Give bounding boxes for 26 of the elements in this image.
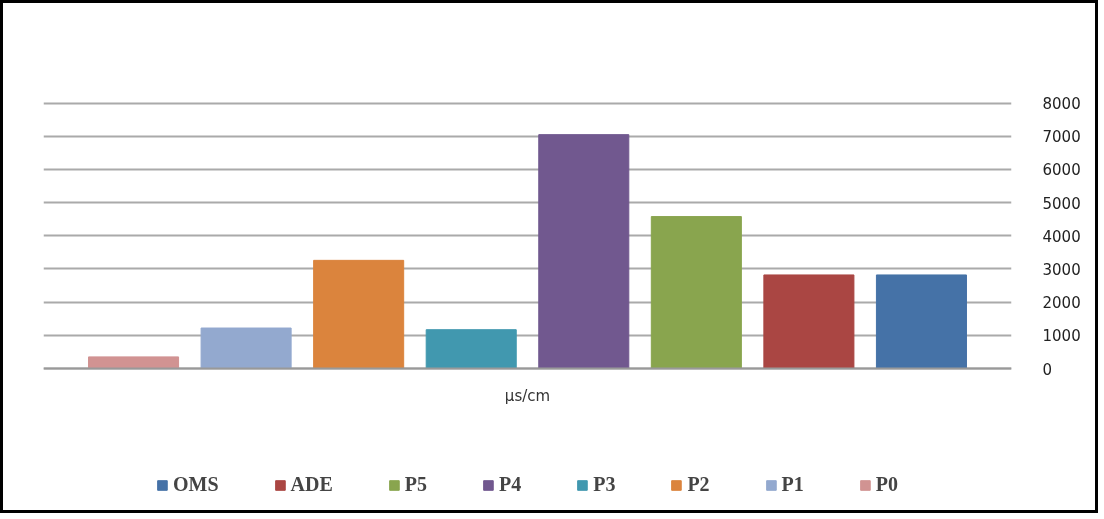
bar: [425, 329, 517, 369]
bar: [313, 259, 405, 369]
bar: [875, 274, 967, 369]
bar: [88, 356, 180, 369]
legend-label: P2: [687, 473, 710, 496]
legend-label: P0: [875, 473, 899, 496]
legend-label: P3: [593, 473, 616, 496]
y-tick-label: 6000: [1042, 161, 1081, 180]
bar: [763, 274, 855, 369]
bar: [538, 134, 630, 369]
legend-label: ADE: [290, 473, 333, 496]
legend-label: OMS: [172, 473, 219, 496]
bar: [650, 216, 742, 369]
legend-label: P1: [781, 473, 804, 496]
y-tick-label: 0: [1042, 360, 1053, 379]
y-tick-label: 4000: [1042, 227, 1081, 246]
y-tick-label: 5000: [1042, 194, 1081, 213]
y-tick-label: 7000: [1042, 128, 1081, 147]
legend-label: P5: [404, 473, 427, 496]
y-tick-label: 8000: [1042, 95, 1081, 114]
x-axis-title: µs/cm: [504, 387, 551, 406]
y-tick-label: 3000: [1042, 260, 1081, 279]
legend-label: P4: [498, 473, 522, 496]
y-tick-label: 2000: [1042, 294, 1081, 313]
y-tick-label: 1000: [1042, 327, 1081, 346]
bar: [200, 327, 292, 369]
